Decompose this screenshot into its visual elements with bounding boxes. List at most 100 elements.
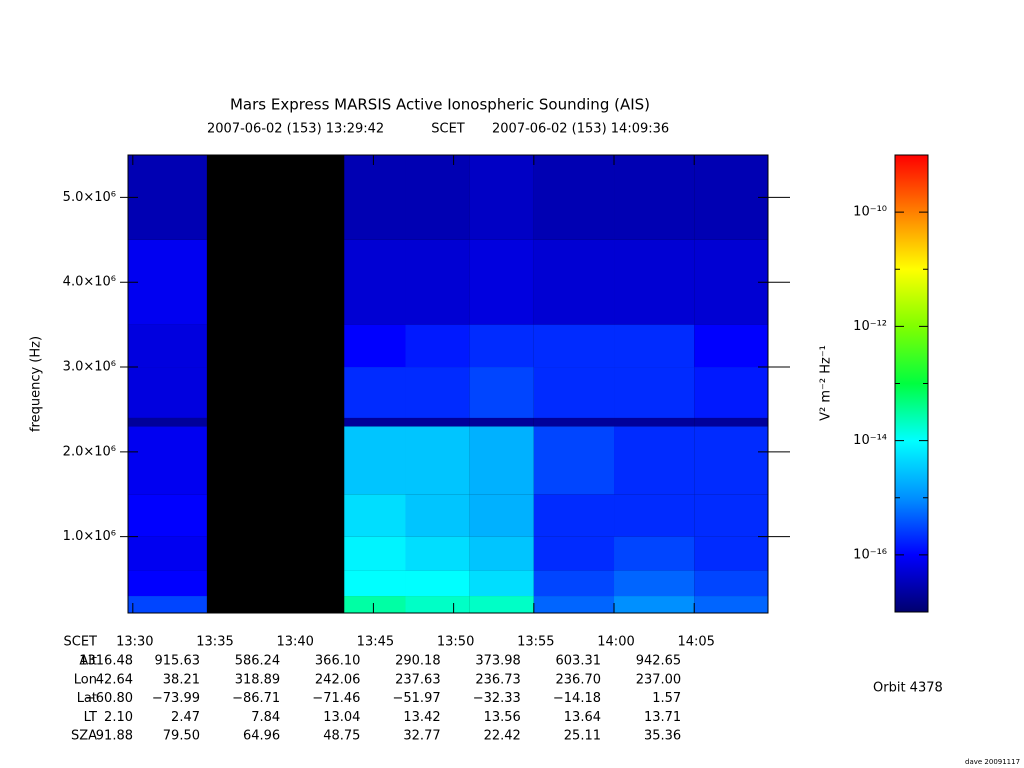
y-tick-label: 4.0×10⁶	[63, 275, 116, 290]
x-tick-label: 13:45	[357, 635, 394, 650]
heatmap-cell	[344, 494, 406, 537]
orbit-label: Orbit 4378	[873, 681, 943, 696]
heatmap-cell	[533, 367, 615, 418]
ephemeris-value: −14.18	[553, 691, 601, 706]
heatmap-cell	[128, 596, 207, 613]
colorbar-tick-label: 10⁻¹⁰	[853, 205, 887, 220]
ephemeris-value: 35.36	[644, 729, 681, 744]
heatmap-cell	[469, 426, 534, 495]
heatmap-cell	[128, 426, 207, 495]
heatmap-cell	[405, 239, 470, 325]
heatmap-cell	[694, 596, 768, 613]
heatmap-cell	[128, 324, 207, 368]
x-tick-label: 13:50	[437, 635, 474, 650]
heatmap-cell	[469, 324, 534, 368]
x-tick-label: 13:30	[116, 635, 153, 650]
ephemeris-value: 373.98	[475, 654, 521, 669]
heatmap-cell	[469, 570, 534, 597]
y-tick-label: 3.0×10⁶	[63, 360, 116, 375]
ephemeris-value: 13.64	[564, 710, 601, 725]
heatmap-cell	[533, 494, 615, 537]
heatmap-cell	[694, 536, 768, 571]
heatmap-cell	[694, 324, 768, 368]
heatmap-cell	[614, 494, 695, 537]
heatmap-cell	[128, 367, 207, 418]
ephemeris-value: −71.46	[312, 691, 360, 706]
heatmap-cell	[533, 324, 615, 368]
heatmap-cell	[694, 417, 768, 427]
heatmap-cell	[405, 494, 470, 537]
ephemeris-value: 32.77	[403, 729, 440, 744]
ephemeris-label: Lat	[77, 691, 97, 706]
ephemeris-value: 236.73	[475, 672, 521, 687]
x-tick-label: 14:05	[677, 635, 714, 650]
y-tick-label: 5.0×10⁶	[63, 190, 116, 205]
ephemeris-value: 91.88	[96, 729, 133, 744]
heatmap-cell	[128, 239, 207, 325]
ephemeris-value: 13.71	[644, 710, 681, 725]
heatmap-cell	[694, 367, 768, 418]
heatmap-cell	[344, 596, 406, 613]
heatmap-cell	[469, 367, 534, 418]
heatmap-cell	[694, 239, 768, 325]
heatmap-cell	[405, 426, 470, 495]
ephemeris-value: −86.71	[232, 691, 280, 706]
colorbar-tick-label: 10⁻¹⁶	[853, 547, 887, 562]
heatmap-cell	[344, 239, 406, 325]
x-tick-label: 14:00	[597, 635, 634, 650]
ephemeris-label: Lon	[74, 672, 97, 687]
x-tick-label: 13:35	[196, 635, 233, 650]
heatmap-cell	[405, 596, 470, 613]
ephemeris-value: 2.47	[171, 710, 200, 725]
colorbar-label: V² m⁻² Hz⁻¹	[819, 345, 834, 421]
ephemeris-value: 42.64	[96, 672, 133, 687]
heatmap-cell	[405, 324, 470, 368]
heatmap-cell	[128, 494, 207, 537]
heatmap-cell	[128, 570, 207, 597]
heatmap-cell	[614, 155, 695, 240]
heatmap-cell	[344, 536, 406, 571]
heatmap-cell	[128, 155, 207, 240]
colorbar	[894, 154, 929, 613]
ephemeris-value: −73.99	[152, 691, 200, 706]
heatmap-cell	[694, 155, 768, 240]
heatmap-cell	[533, 596, 615, 613]
ephemeris-value: 942.65	[636, 654, 682, 669]
heatmap-cell	[344, 570, 406, 597]
ephemeris-value: 236.70	[556, 672, 602, 687]
heatmap-cell	[344, 367, 406, 418]
ephemeris-value: 242.06	[315, 672, 361, 687]
heatmap-cell	[344, 324, 406, 368]
heatmap-cell	[405, 367, 470, 418]
x-tick-label: 13:55	[517, 635, 554, 650]
ephemeris-value: 25.11	[564, 729, 601, 744]
ephemeris-value: 2.10	[104, 710, 133, 725]
heatmap-cell	[533, 155, 615, 240]
colorbar-tick-label: 10⁻¹²	[853, 319, 887, 334]
chart-title: Mars Express MARSIS Active Ionospheric S…	[230, 96, 650, 114]
heatmap-cell	[128, 536, 207, 571]
heatmap-cell	[614, 596, 695, 613]
heatmap-cell	[614, 536, 695, 571]
heatmap-cell	[694, 570, 768, 597]
ephemeris-value: 79.50	[163, 729, 200, 744]
heatmap-cell	[533, 426, 615, 495]
ephemeris-value: 318.89	[235, 672, 281, 687]
ephemeris-value: 38.21	[163, 672, 200, 687]
heatmap-cell	[469, 596, 534, 613]
heatmap-cell	[405, 570, 470, 597]
ephemeris-value: 22.42	[484, 729, 521, 744]
heatmap-cell	[614, 426, 695, 495]
heatmap-cell	[469, 417, 534, 427]
ephemeris-value: −60.80	[85, 691, 133, 706]
heatmap-cell	[614, 570, 695, 597]
ephemeris-value: 237.63	[395, 672, 441, 687]
ephemeris-value: 237.00	[636, 672, 682, 687]
heatmap-cell	[405, 417, 470, 427]
heatmap-cell	[614, 417, 695, 427]
heatmap-cell	[344, 426, 406, 495]
heatmap-cell	[694, 494, 768, 537]
ephemeris-value: 64.96	[243, 729, 280, 744]
ephemeris-value: −51.97	[393, 691, 441, 706]
